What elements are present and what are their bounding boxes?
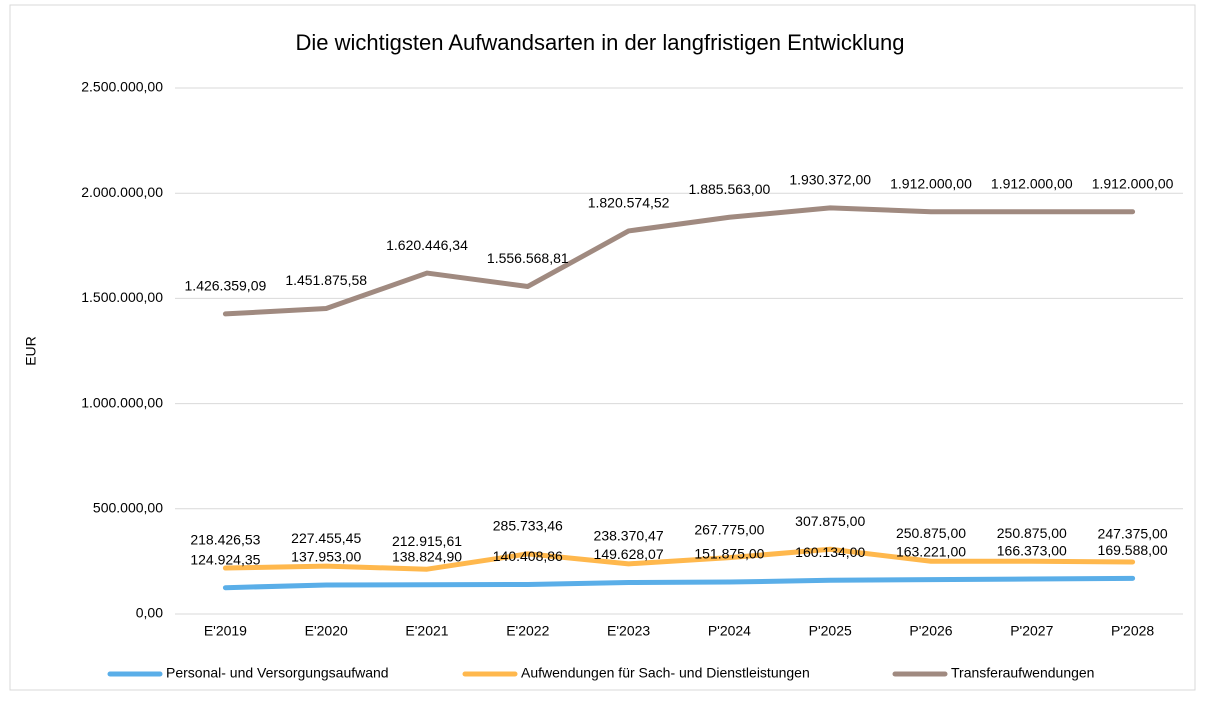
- data-label: 267.775,00: [694, 521, 764, 537]
- x-tick-label: E'2020: [305, 623, 348, 639]
- data-label: 169.588,00: [1098, 542, 1168, 558]
- data-label: 137.953,00: [291, 549, 361, 565]
- data-label: 1.620.446,34: [386, 237, 468, 253]
- data-label: 1.912.000,00: [890, 175, 972, 191]
- y-tick-label: 2.000.000,00: [81, 184, 163, 200]
- data-label: 1.426.359,09: [185, 278, 267, 294]
- data-label: 227.455,45: [291, 530, 361, 546]
- data-label: 166.373,00: [997, 543, 1067, 559]
- data-label: 138.824,90: [392, 548, 462, 564]
- data-label: 250.875,00: [896, 525, 966, 541]
- chart-title: Die wichtigsten Aufwandsarten in der lan…: [296, 30, 905, 55]
- data-label: 1.930.372,00: [789, 172, 871, 188]
- data-label: 218.426,53: [190, 532, 260, 548]
- y-tick-label: 500.000,00: [93, 500, 163, 516]
- legend-label: Aufwendungen für Sach- und Dienstleistun…: [521, 665, 810, 681]
- y-tick-label: 1.000.000,00: [81, 394, 163, 410]
- data-label: 238.370,47: [594, 528, 664, 544]
- x-tick-label: E'2023: [607, 623, 650, 639]
- line-series: [222, 546, 1136, 572]
- data-label: 307.875,00: [795, 513, 865, 529]
- data-label: 149.628,07: [594, 546, 664, 562]
- data-label: 285.733,46: [493, 518, 563, 534]
- x-tick-label: P'2024: [708, 623, 751, 639]
- data-label: 1.912.000,00: [1092, 175, 1174, 191]
- y-axis-label: EUR: [23, 336, 39, 366]
- y-tick-label: 1.500.000,00: [81, 289, 163, 305]
- x-tick-label: E'2022: [506, 623, 549, 639]
- chart-frame: [9, 4, 1196, 691]
- x-tick-label: P'2025: [809, 623, 852, 639]
- y-tick-label: 2.500.000,00: [81, 79, 163, 95]
- data-label: 1.556.568,81: [487, 250, 569, 266]
- x-tick-label: P'2026: [909, 623, 952, 639]
- y-tick-label: 0,00: [136, 605, 163, 621]
- data-label: 140.408,86: [493, 548, 563, 564]
- x-tick-label: P'2028: [1111, 623, 1154, 639]
- legend-label: Transferaufwendungen: [951, 665, 1094, 681]
- x-tick-label: E'2021: [405, 623, 448, 639]
- data-label: 247.375,00: [1098, 526, 1168, 542]
- data-label: 163.221,00: [896, 543, 966, 559]
- x-tick-label: P'2027: [1010, 623, 1053, 639]
- data-label: 250.875,00: [997, 525, 1067, 541]
- data-label: 212.915,61: [392, 533, 462, 549]
- line-series: [222, 575, 1136, 591]
- data-label: 1.885.563,00: [689, 181, 771, 197]
- data-label: 124.924,35: [190, 551, 260, 567]
- data-label: 160.134,00: [795, 544, 865, 560]
- data-label: 1.451.875,58: [285, 272, 367, 288]
- legend-label: Personal- und Versorgungsaufwand: [166, 665, 389, 681]
- data-label: 1.820.574,52: [588, 195, 670, 211]
- line-series: [222, 205, 1136, 317]
- data-label: 151.875,00: [694, 546, 764, 562]
- x-tick-label: E'2019: [204, 623, 247, 639]
- data-label: 1.912.000,00: [991, 175, 1073, 191]
